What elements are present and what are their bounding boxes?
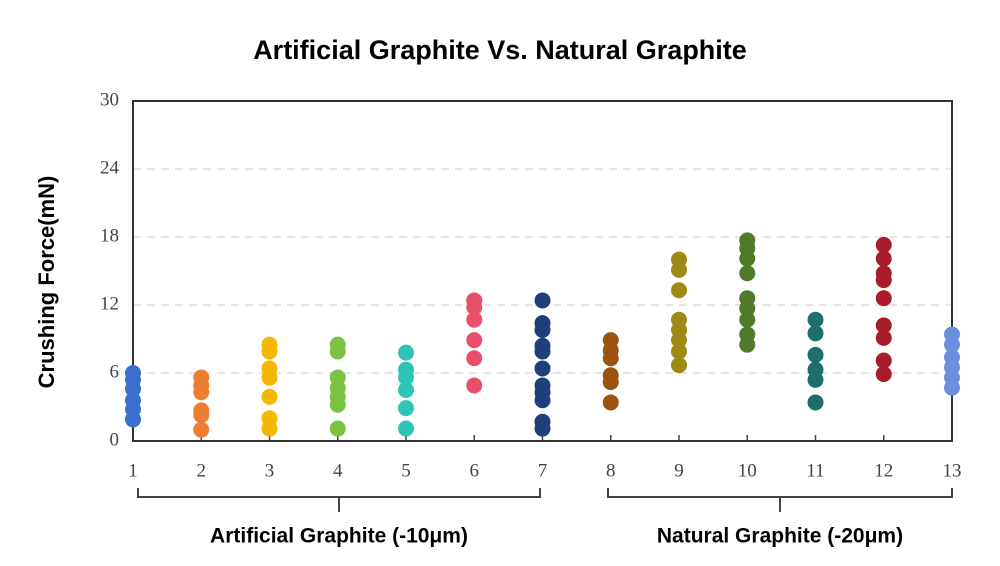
data-point [807, 394, 824, 411]
x-tick-label: 5 [401, 460, 411, 481]
x-tick-label: 1 [128, 460, 138, 481]
x-tick-label: 3 [265, 460, 275, 481]
data-point [261, 343, 278, 360]
data-point [944, 379, 960, 396]
x-tick-label: 13 [943, 460, 962, 481]
data-point [534, 420, 551, 437]
data-point [671, 343, 687, 360]
data-point [739, 265, 756, 282]
data-point [671, 357, 687, 374]
data-point [534, 321, 551, 338]
x-tick-label: 6 [470, 460, 480, 481]
data-point [602, 350, 619, 367]
data-point [534, 392, 551, 409]
x-tick-label: 2 [197, 460, 207, 481]
data-point [875, 352, 892, 369]
y-tick-label: 0 [110, 429, 120, 450]
data-point [875, 366, 892, 383]
data-point [329, 420, 346, 437]
x-tick-label: 10 [738, 460, 757, 481]
data-point [875, 317, 892, 334]
data-point [466, 332, 483, 349]
data-point [125, 380, 141, 397]
data-point [739, 311, 756, 328]
data-point [875, 236, 892, 253]
y-tick-label: 6 [110, 361, 120, 382]
chart-title: Artificial Graphite Vs. Natural Graphite [253, 35, 747, 65]
data-point [193, 421, 210, 438]
data-point [125, 411, 141, 428]
data-point [398, 420, 414, 437]
data-point [261, 420, 278, 437]
bracket [137, 488, 541, 512]
data-point [534, 343, 551, 360]
x-tick-label: 12 [874, 460, 893, 481]
data-point [261, 388, 278, 405]
group-label: Natural Graphite (-20μm) [657, 525, 903, 548]
data-point [329, 343, 346, 360]
data-point [875, 272, 892, 289]
data-point [398, 369, 414, 386]
y-tick-label: 30 [100, 89, 119, 110]
data-point [739, 336, 756, 353]
x-tick-label: 7 [538, 460, 548, 481]
data-point [602, 394, 619, 411]
data-point [398, 400, 414, 417]
bracket [607, 488, 953, 512]
data-point [739, 300, 756, 317]
y-tick-label: 18 [100, 225, 119, 246]
x-tick-label: 4 [333, 460, 343, 481]
data-point [398, 344, 414, 361]
data-point [534, 292, 551, 309]
data-point [329, 396, 346, 413]
data-point [944, 336, 960, 353]
y-tick-label: 24 [100, 157, 120, 178]
data-point [807, 325, 824, 342]
data-point [466, 377, 483, 394]
data-point [261, 369, 278, 386]
data-point [875, 290, 892, 307]
data-point [807, 371, 824, 388]
y-axis-label: Crushing Force(mN) [34, 176, 59, 389]
data-point [534, 360, 551, 377]
data-point [671, 332, 687, 349]
plot-frame [132, 100, 953, 442]
group-label: Artificial Graphite (-10μm) [210, 525, 468, 548]
data-point [193, 406, 210, 423]
data-point [875, 250, 892, 267]
data-point [466, 299, 483, 316]
data-point [466, 350, 483, 367]
data-point [398, 382, 414, 398]
x-tick-label: 9 [674, 460, 684, 481]
data-point [671, 282, 687, 299]
x-tick-label: 8 [606, 460, 616, 481]
x-tick-label: 11 [806, 460, 824, 481]
data-point [193, 384, 210, 401]
y-tick-label: 12 [100, 293, 119, 314]
data-point [807, 346, 824, 363]
data-point [875, 329, 892, 346]
group-brackets [137, 488, 953, 512]
data-point [671, 261, 687, 278]
data-point [466, 311, 483, 328]
data-point [807, 311, 824, 328]
data-point [602, 374, 619, 391]
data-point [739, 250, 756, 267]
